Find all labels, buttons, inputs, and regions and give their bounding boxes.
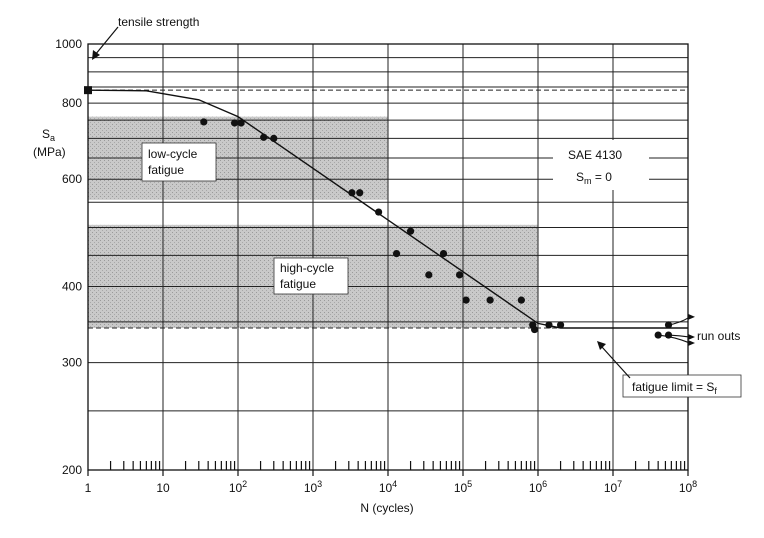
run-outs-annotation: run outs — [697, 329, 740, 343]
high-cycle-label-line2: fatigue — [280, 277, 316, 291]
data-point — [455, 271, 464, 279]
mean-stress-label: Sm = 0 — [576, 170, 612, 186]
data-point — [356, 189, 364, 197]
data-point — [425, 271, 433, 279]
material-label: SAE 4130 Sm = 0 — [553, 140, 649, 190]
high-cycle-label: high-cycle fatigue — [273, 257, 349, 295]
run-out-arrowhead — [688, 313, 695, 320]
x-axis-title: N (cycles) — [360, 501, 413, 515]
y-axis-subscript: a — [50, 133, 55, 143]
data-point — [406, 227, 415, 235]
tensile-strength-arrowhead — [92, 50, 100, 60]
x-tick-label: 10 — [156, 481, 170, 495]
y-tick-label: 600 — [62, 172, 82, 186]
y-tick-label: 400 — [62, 280, 82, 294]
data-point — [517, 296, 525, 304]
data-point — [237, 119, 245, 127]
mean-stress-symbol: S — [576, 170, 584, 184]
x-tick-label: 1 — [85, 481, 92, 495]
y-axis-symbol: S — [42, 127, 50, 141]
data-point — [486, 296, 494, 304]
run-out-arrowhead — [688, 340, 695, 347]
run-out-arrow — [658, 334, 691, 344]
x-tick-label: 107 — [604, 479, 622, 495]
tensile-strength-annotation: tensile strength — [92, 15, 199, 60]
y-tick-label: 1000 — [55, 37, 82, 51]
data-point — [392, 249, 401, 258]
x-tick-label: 105 — [454, 479, 472, 495]
data-point — [375, 208, 383, 216]
data-points-layer — [84, 86, 695, 347]
y-tick-labels: 200 300 400 600 800 1000 — [55, 37, 82, 477]
fatigue-limit-label: fatigue limit = Sf — [632, 380, 717, 396]
low-cycle-label-line1: low-cycle — [148, 147, 198, 161]
material-name: SAE 4130 — [568, 148, 622, 162]
data-point — [200, 118, 208, 126]
y-tick-label: 200 — [62, 463, 82, 477]
x-tick-label: 102 — [229, 479, 247, 495]
tick-layer — [87, 461, 689, 476]
fatigue-limit-arrow-line — [601, 346, 631, 379]
x-tick-label: 108 — [679, 479, 697, 495]
tensile-strength-marker — [84, 86, 92, 95]
fatigue-limit-annotation: fatigue limit = Sf — [597, 341, 742, 398]
x-tick-label: 106 — [529, 479, 547, 495]
y-axis-symbol-label: Sa — [42, 127, 55, 143]
tensile-strength-arrow-line — [94, 26, 119, 56]
y-tick-label: 800 — [62, 96, 82, 110]
data-point — [270, 134, 278, 143]
high-cycle-label-line1: high-cycle — [280, 261, 334, 275]
data-point — [545, 321, 553, 329]
fatigue-limit-arrowhead — [597, 341, 606, 350]
data-point — [556, 321, 565, 329]
data-point — [530, 325, 539, 334]
mean-stress-value: = 0 — [592, 170, 613, 184]
data-point — [439, 249, 448, 258]
run-out-arrowhead — [688, 334, 695, 341]
tensile-strength-label: tensile strength — [118, 15, 199, 29]
x-tick-label: 103 — [304, 479, 322, 495]
x-tick-labels: 1 10 102 103 104 105 106 107 108 — [85, 479, 698, 495]
mean-stress-subscript: m — [584, 176, 592, 186]
y-axis-title: Sa (MPa) — [33, 127, 66, 159]
data-point — [462, 296, 470, 304]
fatigue-limit-text: fatigue limit = S — [632, 380, 714, 394]
low-cycle-label-line2: fatigue — [148, 163, 184, 177]
data-point — [348, 189, 356, 197]
fatigue-limit-subscript: f — [714, 386, 717, 396]
y-tick-label: 300 — [62, 356, 82, 370]
x-tick-label: 104 — [379, 479, 397, 495]
low-cycle-label: low-cycle fatigue — [141, 142, 217, 182]
data-point — [260, 133, 268, 141]
run-outs-label: run outs — [697, 329, 740, 343]
y-axis-unit: (MPa) — [33, 145, 66, 159]
data-point — [230, 119, 239, 127]
